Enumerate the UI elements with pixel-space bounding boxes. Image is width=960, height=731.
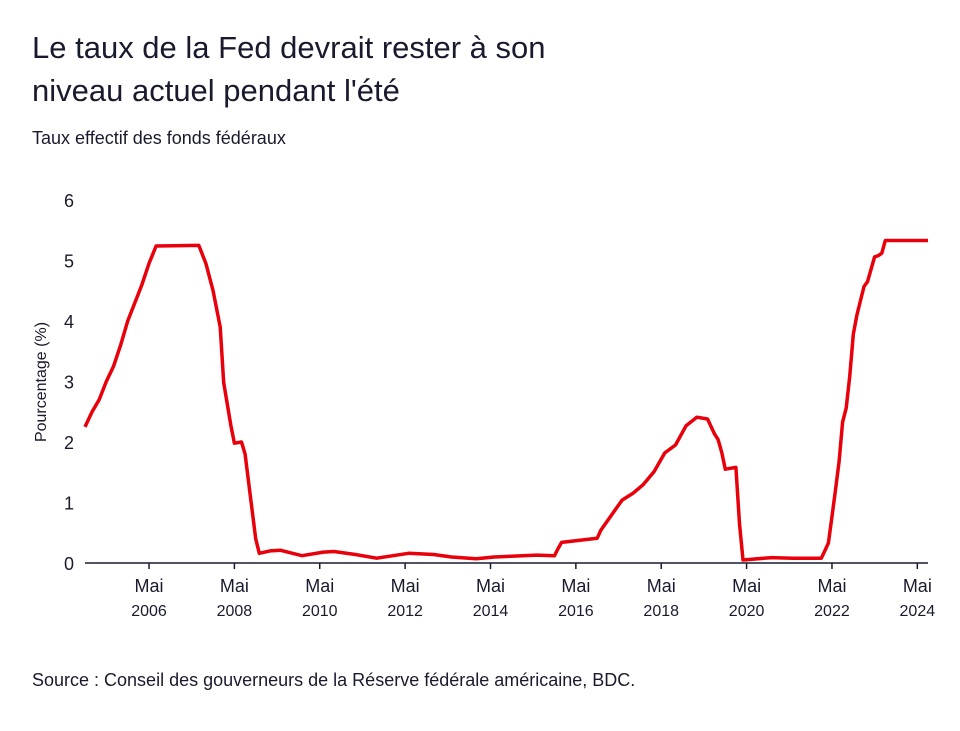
- x-tick-label: Mai: [476, 576, 505, 596]
- y-tick-label: 5: [64, 252, 74, 272]
- x-tick-label: 2006: [131, 603, 167, 620]
- x-tick-label: 2022: [814, 603, 850, 620]
- y-tick-label: 2: [64, 433, 74, 453]
- x-tick-label: 2010: [302, 603, 338, 620]
- x-tick-label: Mai: [135, 576, 164, 596]
- source: Source : Conseil des gouverneurs de la R…: [32, 670, 635, 690]
- chart-subtitle: Taux effectif des fonds fédéraux: [32, 128, 286, 148]
- chart-title: niveau actuel pendant l'été: [32, 73, 400, 108]
- x-tick-label: Mai: [391, 576, 420, 596]
- x-tick-label: Mai: [647, 576, 676, 596]
- x-tick-label: Mai: [220, 576, 249, 596]
- x-tick-label: Mai: [817, 576, 846, 596]
- x-tick-label: Mai: [903, 576, 932, 596]
- y-tick-label: 6: [64, 191, 74, 211]
- x-tick-label: 2024: [900, 603, 936, 620]
- x-tick-label: 2016: [558, 603, 594, 620]
- x-tick-label: Mai: [305, 576, 334, 596]
- y-tick-label: 1: [64, 494, 74, 514]
- y-axis-label: Pourcentage (%): [33, 322, 50, 442]
- y-tick-label: 3: [64, 373, 74, 393]
- x-tick-label: 2014: [473, 603, 509, 620]
- x-tick-label: 2018: [643, 603, 679, 620]
- x-tick-label: 2012: [387, 603, 423, 620]
- x-tick-label: Mai: [732, 576, 761, 596]
- y-tick-label: 0: [64, 554, 74, 574]
- y-tick-label: 4: [64, 312, 74, 332]
- x-tick-label: Mai: [561, 576, 590, 596]
- line: [83, 238, 928, 562]
- x-tick-label: 2008: [217, 603, 253, 620]
- x-tick-label: 2020: [729, 603, 765, 620]
- chart-title: Le taux de la Fed devrait rester à son: [32, 30, 546, 65]
